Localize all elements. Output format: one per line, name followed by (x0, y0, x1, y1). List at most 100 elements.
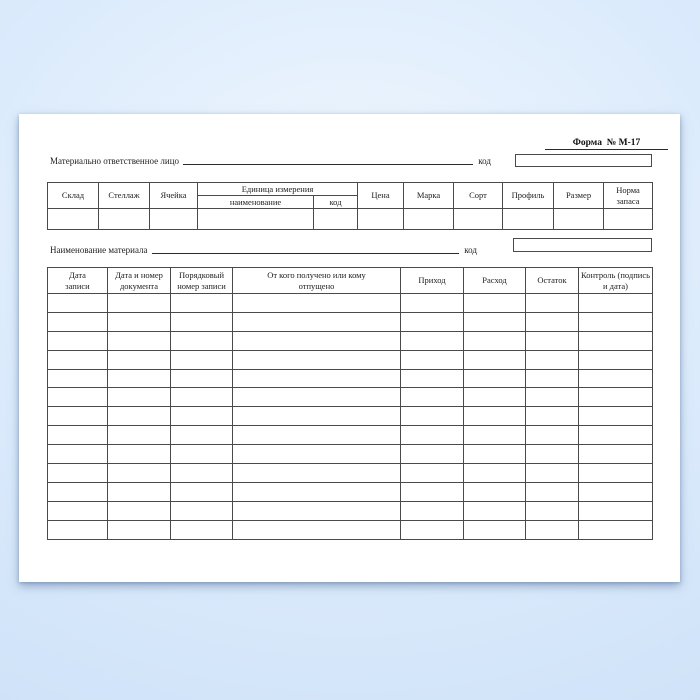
empty-cell[interactable] (47, 387, 108, 408)
empty-cell[interactable] (453, 208, 504, 230)
empty-cell[interactable] (578, 387, 653, 408)
empty-cell[interactable] (47, 519, 108, 540)
empty-cell[interactable] (107, 349, 171, 370)
empty-cell[interactable] (170, 519, 233, 540)
empty-cell[interactable] (400, 519, 464, 540)
empty-cell[interactable] (463, 519, 526, 540)
empty-cell[interactable] (170, 349, 233, 370)
empty-cell[interactable] (107, 425, 171, 446)
empty-cell[interactable] (525, 463, 579, 483)
empty-cell[interactable] (107, 330, 171, 351)
empty-cell[interactable] (463, 330, 526, 351)
empty-cell[interactable] (47, 406, 108, 427)
empty-cell[interactable] (232, 293, 401, 313)
empty-cell[interactable] (107, 444, 171, 465)
empty-cell[interactable] (400, 311, 464, 332)
empty-cell[interactable] (232, 387, 401, 408)
material-code-box[interactable] (513, 238, 652, 252)
empty-cell[interactable] (47, 311, 108, 332)
empty-cell[interactable] (463, 425, 526, 446)
empty-cell[interactable] (525, 311, 579, 332)
empty-cell[interactable] (578, 500, 653, 521)
empty-cell[interactable] (463, 500, 526, 521)
empty-cell[interactable] (525, 293, 579, 313)
empty-cell[interactable] (463, 293, 526, 313)
empty-cell[interactable] (578, 311, 653, 332)
empty-cell[interactable] (232, 519, 401, 540)
empty-cell[interactable] (107, 463, 171, 483)
empty-cell[interactable] (170, 463, 233, 483)
material-name-blank[interactable] (151, 245, 460, 254)
empty-cell[interactable] (107, 311, 171, 332)
empty-cell[interactable] (525, 349, 579, 370)
empty-cell[interactable] (463, 387, 526, 408)
empty-cell[interactable] (400, 425, 464, 446)
empty-cell[interactable] (400, 368, 464, 389)
empty-cell[interactable] (525, 387, 579, 408)
empty-cell[interactable] (170, 481, 233, 502)
empty-cell[interactable] (47, 481, 108, 502)
empty-cell[interactable] (400, 330, 464, 351)
empty-cell[interactable] (400, 293, 464, 313)
empty-cell[interactable] (578, 368, 653, 389)
empty-cell[interactable] (403, 208, 455, 230)
empty-cell[interactable] (107, 481, 171, 502)
empty-cell[interactable] (525, 330, 579, 351)
empty-cell[interactable] (47, 368, 108, 389)
empty-cell[interactable] (170, 330, 233, 351)
empty-cell[interactable] (463, 463, 526, 483)
empty-cell[interactable] (232, 463, 401, 483)
empty-cell[interactable] (107, 387, 171, 408)
empty-cell[interactable] (47, 208, 99, 230)
responsible-person-code-box[interactable] (515, 154, 652, 167)
empty-cell[interactable] (578, 463, 653, 483)
empty-cell[interactable] (47, 425, 108, 446)
empty-cell[interactable] (170, 311, 233, 332)
empty-cell[interactable] (232, 425, 401, 446)
empty-cell[interactable] (232, 481, 401, 502)
empty-cell[interactable] (578, 330, 653, 351)
empty-cell[interactable] (400, 406, 464, 427)
empty-cell[interactable] (47, 463, 108, 483)
empty-cell[interactable] (232, 349, 401, 370)
empty-cell[interactable] (578, 425, 653, 446)
empty-cell[interactable] (232, 500, 401, 521)
empty-cell[interactable] (525, 425, 579, 446)
empty-cell[interactable] (170, 406, 233, 427)
empty-cell[interactable] (232, 444, 401, 465)
empty-cell[interactable] (525, 519, 579, 540)
empty-cell[interactable] (463, 481, 526, 502)
empty-cell[interactable] (400, 500, 464, 521)
empty-cell[interactable] (578, 444, 653, 465)
empty-cell[interactable] (357, 208, 405, 230)
empty-cell[interactable] (525, 500, 579, 521)
empty-cell[interactable] (603, 208, 654, 230)
empty-cell[interactable] (525, 406, 579, 427)
empty-cell[interactable] (107, 293, 171, 313)
empty-cell[interactable] (107, 406, 171, 427)
empty-cell[interactable] (47, 330, 108, 351)
empty-cell[interactable] (107, 368, 171, 389)
empty-cell[interactable] (170, 293, 233, 313)
empty-cell[interactable] (463, 444, 526, 465)
empty-cell[interactable] (578, 293, 653, 313)
empty-cell[interactable] (400, 481, 464, 502)
empty-cell[interactable] (400, 387, 464, 408)
empty-cell[interactable] (578, 481, 653, 502)
empty-cell[interactable] (463, 406, 526, 427)
empty-cell[interactable] (170, 444, 233, 465)
empty-cell[interactable] (232, 330, 401, 351)
empty-cell[interactable] (232, 406, 401, 427)
empty-cell[interactable] (463, 349, 526, 370)
empty-cell[interactable] (525, 481, 579, 502)
empty-cell[interactable] (400, 463, 464, 483)
empty-cell[interactable] (525, 368, 579, 389)
empty-cell[interactable] (400, 444, 464, 465)
responsible-person-blank[interactable] (183, 156, 474, 165)
empty-cell[interactable] (170, 368, 233, 389)
empty-cell[interactable] (578, 519, 653, 540)
empty-cell[interactable] (463, 311, 526, 332)
empty-cell[interactable] (98, 208, 150, 230)
empty-cell[interactable] (553, 208, 605, 230)
empty-cell[interactable] (463, 368, 526, 389)
